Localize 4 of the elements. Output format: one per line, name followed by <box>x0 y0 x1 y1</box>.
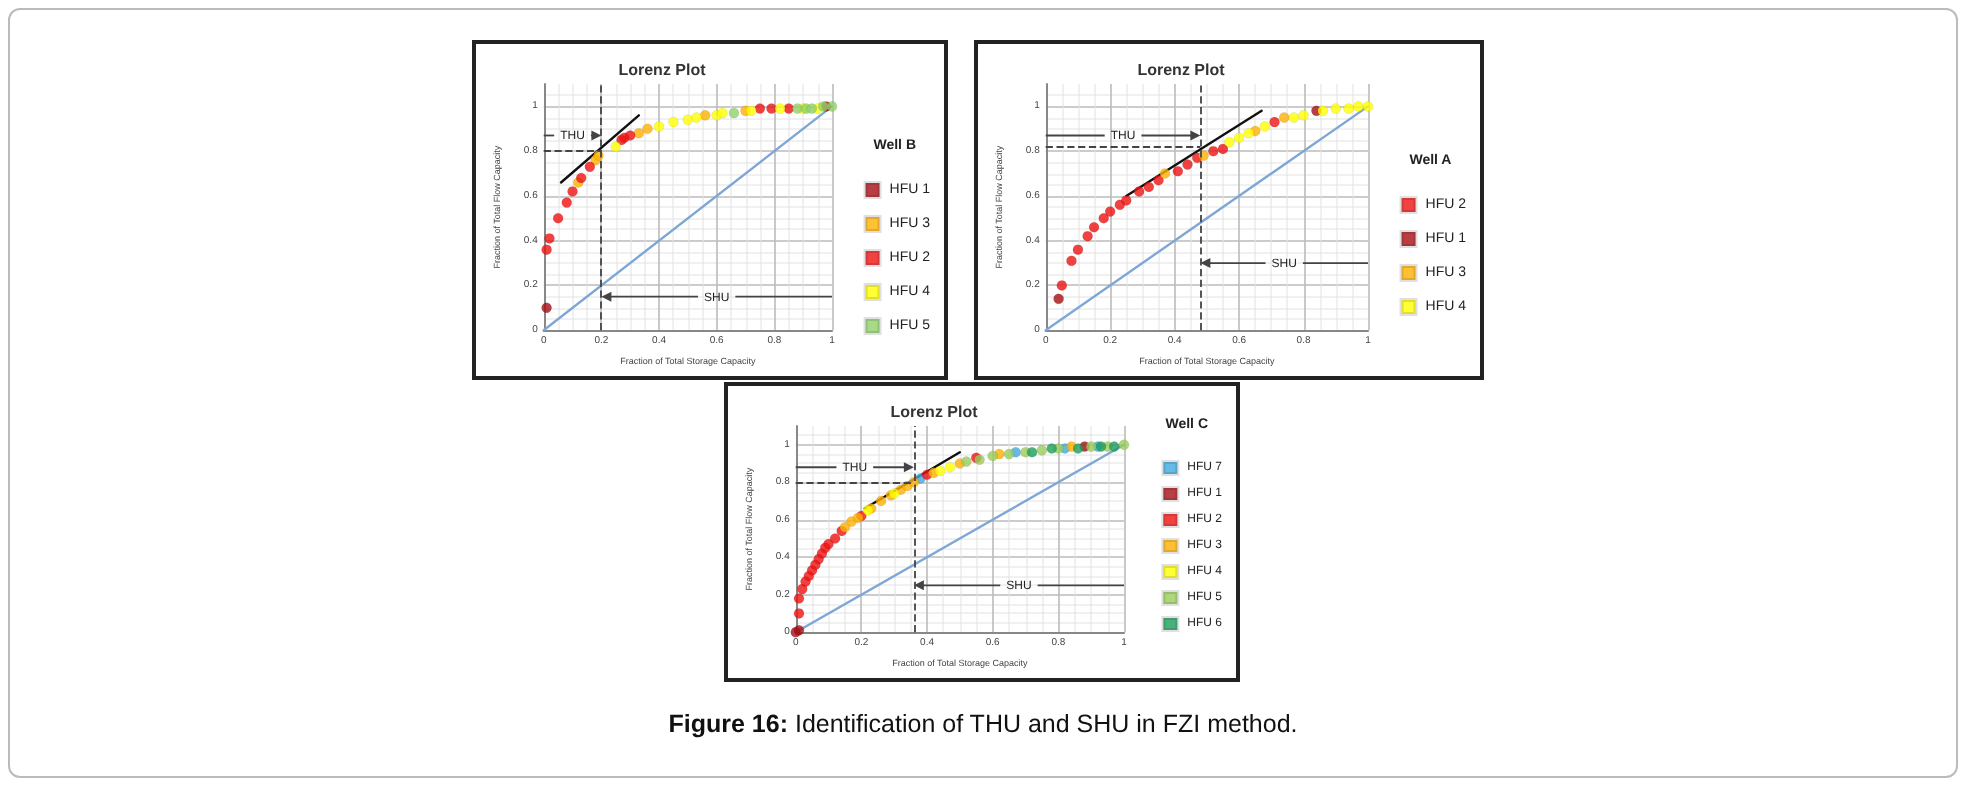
chart-title: Lorenz Plot <box>1137 61 1226 79</box>
caption: Figure 16: Identification of THU and SHU in FZI method. <box>666 710 1300 738</box>
chart-title: Lorenz Plot <box>618 61 707 79</box>
chart-title: Lorenz Plot <box>890 403 979 421</box>
